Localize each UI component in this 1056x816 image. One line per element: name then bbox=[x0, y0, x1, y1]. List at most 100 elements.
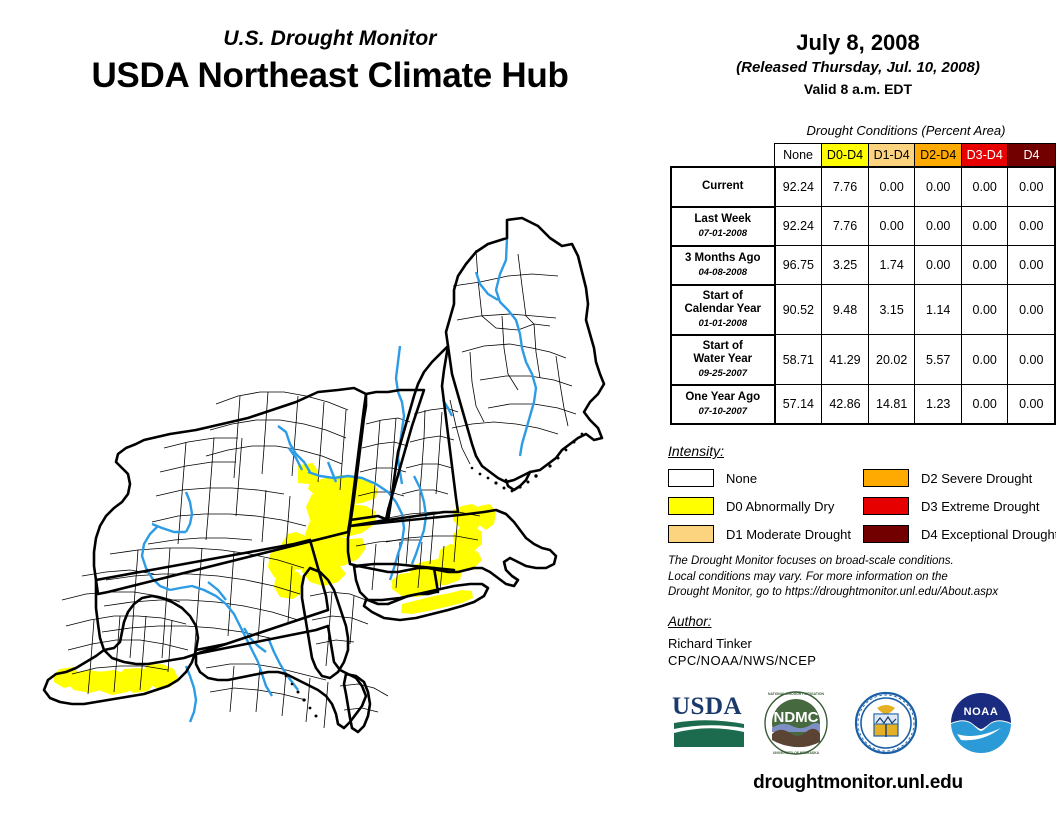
value-cell: 0.00 bbox=[960, 334, 1009, 385]
value-cell: 1.23 bbox=[914, 384, 962, 425]
row-label-date: 07-10-2007 bbox=[698, 405, 748, 417]
value-cell: 90.52 bbox=[773, 284, 823, 335]
table-row: Start of Water Year 09-25-2007 58.71 41.29 20… bbox=[670, 333, 1056, 386]
disclaimer-line-2: Local conditions may vary. For more info… bbox=[668, 570, 948, 583]
value-cell: 58.71 bbox=[773, 334, 823, 385]
row-label-name: 3 Months Ago bbox=[684, 251, 761, 264]
logo-row: USDA NDMC NATIONAL DROUGHT MITIGATION UN… bbox=[660, 690, 1056, 770]
table-corner-cell bbox=[671, 144, 775, 168]
table-row: Last Week 07-01-2008 92.24 7.76 0.00 0.00 0.00… bbox=[670, 205, 1056, 247]
valid-date: July 8, 2008 bbox=[796, 30, 920, 55]
table-row: Start of Calendar Year 01-01-2008 90.52 9.48… bbox=[670, 283, 1056, 336]
map-panel: U.S. Drought Monitor USDA Northeast Clim… bbox=[0, 26, 660, 756]
intensity-heading: Intensity: bbox=[668, 443, 725, 459]
row-label: Last Week 07-01-2008 bbox=[670, 205, 776, 247]
value-cell: 57.14 bbox=[773, 384, 823, 425]
release-date: (Released Thursday, Jul. 10, 2008) bbox=[736, 59, 980, 76]
row-label: Start of Calendar Year 01-01-2008 bbox=[670, 283, 776, 336]
row-label-name: Start of Calendar Year bbox=[684, 289, 761, 315]
column-header-d1d4: D1-D4 bbox=[867, 143, 916, 168]
legend-swatch bbox=[668, 497, 714, 515]
title-block: U.S. Drought Monitor USDA Northeast Clim… bbox=[0, 26, 660, 98]
drought-conditions-table: None D0-D4 D1-D4 D2-D4 D3-D4 D4 Current 9… bbox=[670, 143, 1056, 425]
row-label: One Year Ago 07-10-2007 bbox=[670, 383, 776, 425]
row-label: Current bbox=[670, 166, 776, 208]
legend-item: D2 Severe Drought bbox=[863, 466, 1056, 490]
table-row: 3 Months Ago 04-08-2008 96.75 3.25 1.74 0.00 0… bbox=[670, 244, 1056, 286]
svg-text:NOAA: NOAA bbox=[964, 706, 999, 718]
value-cell: 0.00 bbox=[1007, 334, 1056, 385]
value-cell: 0.00 bbox=[1007, 166, 1056, 207]
table-row: One Year Ago 07-10-2007 57.14 42.86 14.81 1.2… bbox=[670, 383, 1056, 425]
value-cell: 0.00 bbox=[867, 206, 916, 246]
value-cell: 0.00 bbox=[1007, 284, 1056, 335]
legend-item: None bbox=[668, 466, 851, 490]
table-header-row: None D0-D4 D1-D4 D2-D4 D3-D4 D4 bbox=[671, 143, 1056, 168]
value-cell: 0.00 bbox=[960, 384, 1009, 425]
row-label-date: 09-25-2007 bbox=[698, 367, 748, 379]
column-header-d0d4: D0-D4 bbox=[821, 143, 869, 168]
value-cell: 0.00 bbox=[1007, 245, 1056, 285]
legend-label: D2 Severe Drought bbox=[921, 470, 1033, 486]
disclaimer-line-1: The Drought Monitor focuses on broad-sca… bbox=[668, 555, 954, 567]
column-header-none: None bbox=[773, 143, 823, 168]
row-label-name: Current bbox=[701, 180, 744, 193]
author-name: Richard Tinker bbox=[668, 636, 752, 651]
row-label-name: One Year Ago bbox=[685, 390, 761, 403]
program-subtitle: U.S. Drought Monitor bbox=[223, 27, 437, 50]
row-label-date: 04-08-2008 bbox=[698, 266, 748, 278]
value-cell: 0.00 bbox=[960, 284, 1009, 335]
column-header-d3d4: D3-D4 bbox=[960, 143, 1009, 168]
value-cell: 9.48 bbox=[821, 284, 869, 335]
legend-item: D0 Abnormally Dry bbox=[668, 494, 851, 518]
value-cell: 14.81 bbox=[867, 384, 916, 425]
drought-map[interactable] bbox=[10, 176, 660, 756]
page-title: USDA Northeast Climate Hub bbox=[91, 56, 569, 95]
value-cell: 7.76 bbox=[821, 206, 869, 246]
disclaimer-text: The Drought Monitor focuses on broad-sca… bbox=[668, 554, 1056, 601]
map-layers bbox=[42, 216, 606, 734]
noaa-logo: NOAA bbox=[951, 693, 1011, 753]
value-cell: 20.02 bbox=[867, 334, 916, 385]
value-cell: 42.86 bbox=[821, 384, 869, 425]
legend-label: D1 Moderate Drought bbox=[726, 526, 852, 542]
value-cell: 7.76 bbox=[821, 166, 869, 207]
legend-column-left: None D0 Abnormally Dry D1 Moderate Drought bbox=[668, 466, 851, 550]
svg-text:UNIVERSITY OF NEBRASKA: UNIVERSITY OF NEBRASKA bbox=[773, 751, 820, 755]
value-cell: 1.14 bbox=[914, 284, 962, 335]
legend-label: D4 Exceptional Drought bbox=[921, 526, 1056, 542]
value-cell: 3.25 bbox=[821, 245, 869, 285]
legend-swatch bbox=[863, 497, 909, 515]
legend-swatch bbox=[668, 469, 714, 487]
row-label-date: 01-01-2008 bbox=[698, 317, 748, 329]
value-cell: 5.57 bbox=[914, 334, 962, 385]
value-cell: 0.00 bbox=[1007, 206, 1056, 246]
value-cell: 92.24 bbox=[773, 166, 823, 207]
legend-column-right: D2 Severe Drought D3 Extreme Drought D4 Ex… bbox=[863, 466, 1056, 550]
table-caption: Drought Conditions (Percent Area) bbox=[806, 123, 1006, 138]
site-url: droughtmonitor.unl.edu bbox=[753, 772, 963, 793]
value-cell: 41.29 bbox=[821, 334, 869, 385]
value-cell: 92.24 bbox=[773, 206, 823, 246]
column-header-d2d4: D2-D4 bbox=[914, 143, 962, 168]
table-row: Current 92.24 7.76 0.00 0.00 0.00 0.00 bbox=[670, 166, 1056, 208]
value-cell: 0.00 bbox=[914, 166, 962, 207]
legend-swatch bbox=[863, 469, 909, 487]
row-label-date: 07-01-2008 bbox=[698, 227, 748, 239]
date-block: July 8, 2008 (Released Thursday, Jul. 10… bbox=[660, 30, 1056, 99]
legend-label: D0 Abnormally Dry bbox=[726, 498, 835, 514]
author-heading: Author: bbox=[668, 614, 712, 629]
value-cell: 0.00 bbox=[914, 245, 962, 285]
info-panel: July 8, 2008 (Released Thursday, Jul. 10… bbox=[660, 0, 1056, 816]
row-label-name: Start of Water Year bbox=[693, 339, 753, 365]
value-cell: 96.75 bbox=[773, 245, 823, 285]
row-label-name: Last Week bbox=[694, 212, 752, 225]
value-cell: 0.00 bbox=[960, 245, 1009, 285]
coastline-detail bbox=[284, 432, 584, 718]
legend-item: D4 Exceptional Drought bbox=[863, 522, 1056, 546]
value-cell: 1.74 bbox=[867, 245, 916, 285]
legend-swatch bbox=[863, 525, 909, 543]
column-header-d4: D4 bbox=[1007, 143, 1056, 168]
legend-item: D1 Moderate Drought bbox=[668, 522, 851, 546]
legend-label: D3 Extreme Drought bbox=[921, 498, 1040, 514]
